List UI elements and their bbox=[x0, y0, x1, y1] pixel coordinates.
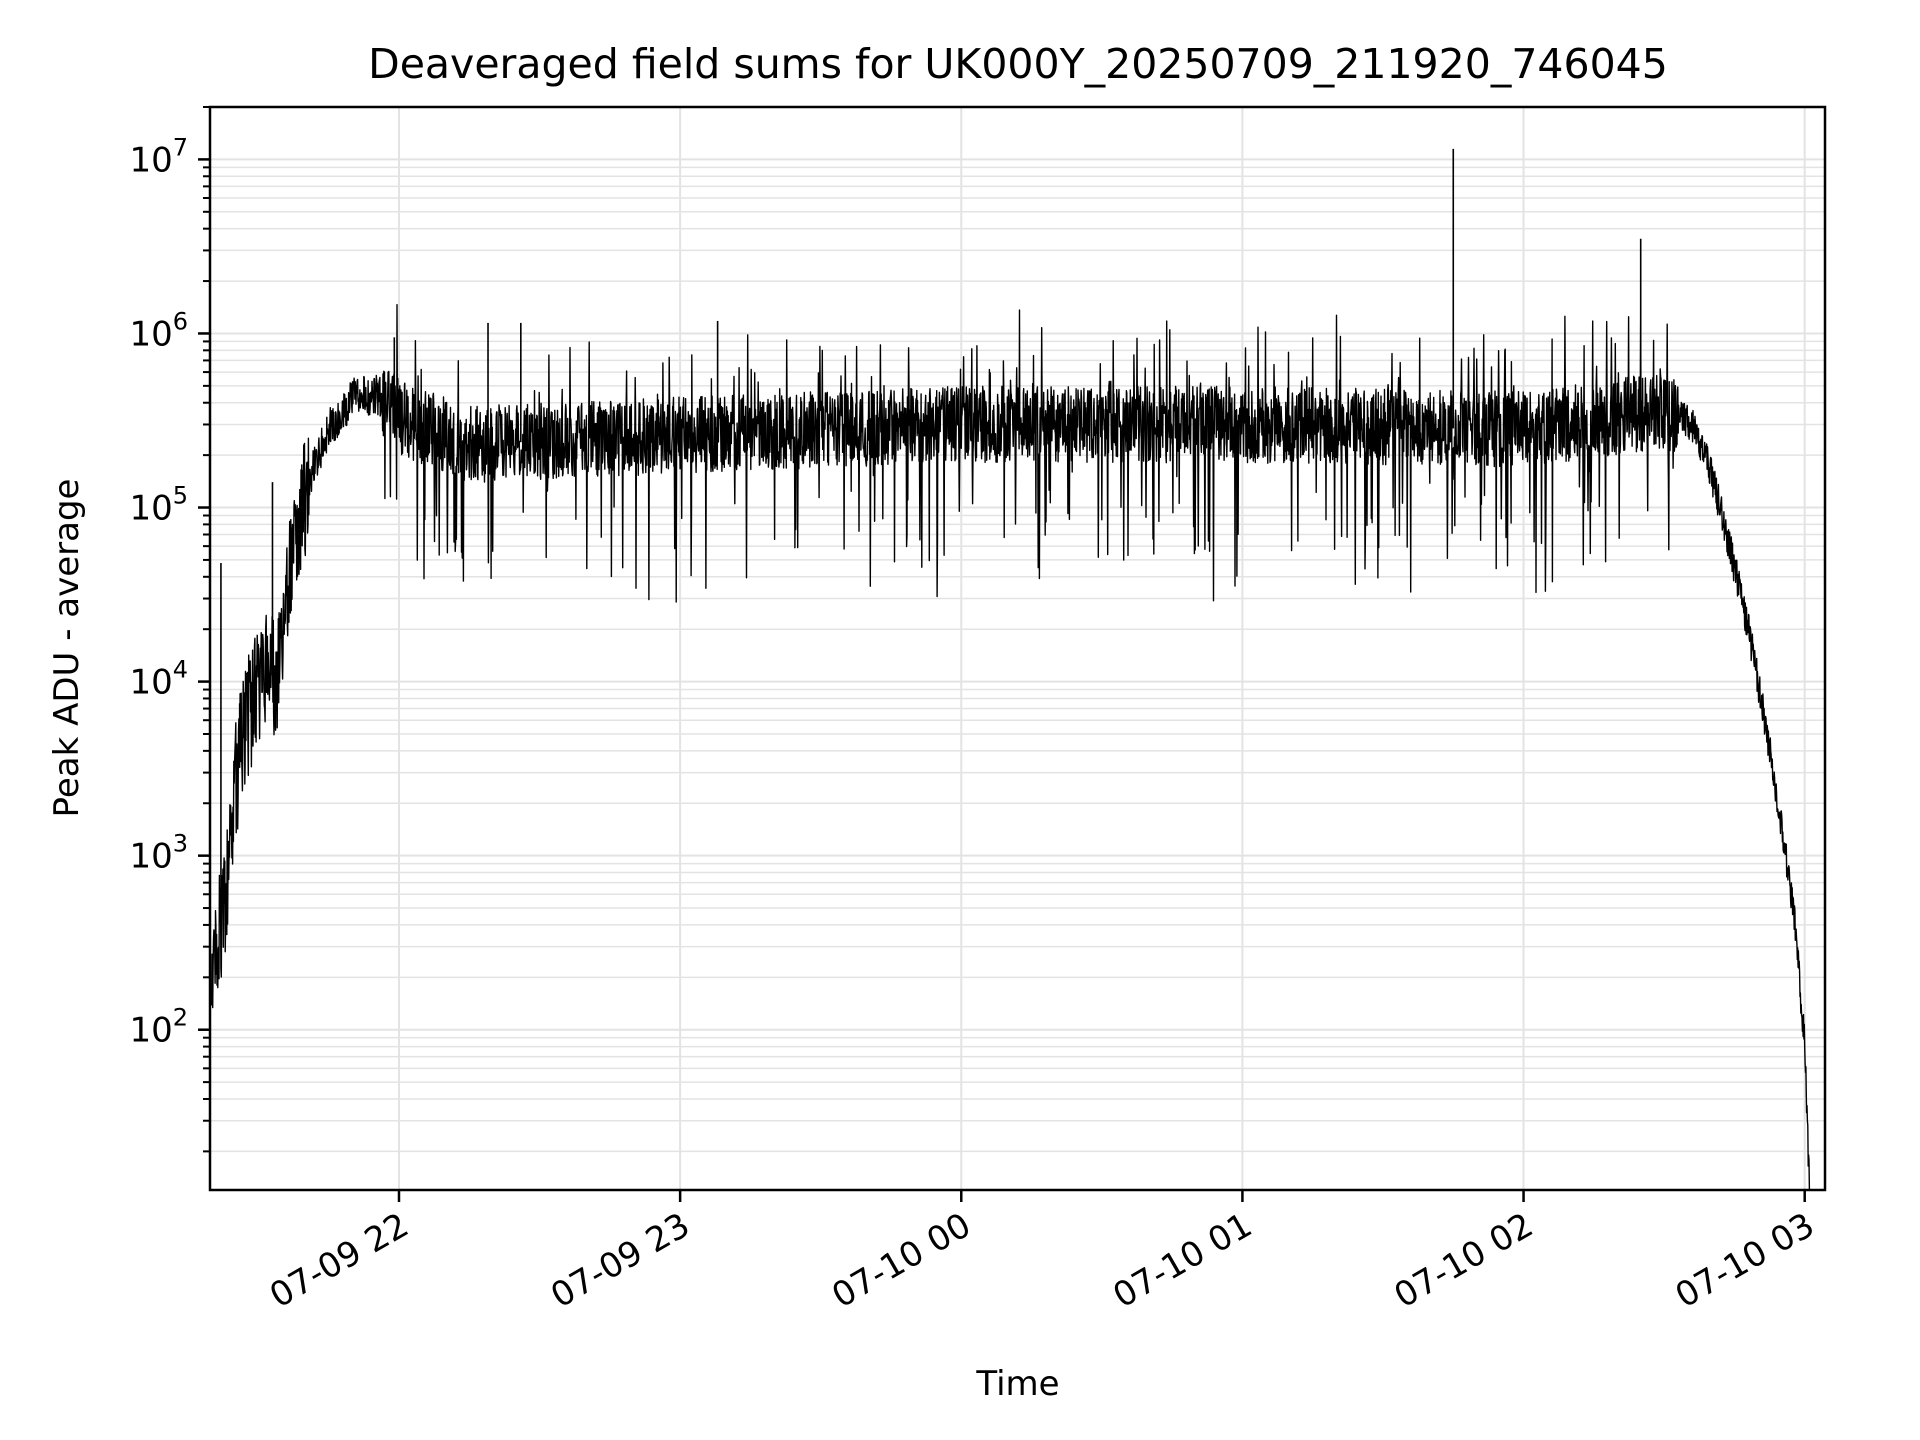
y-tick-exponent: 3 bbox=[173, 830, 188, 858]
x-tick-labels: 07-09 22 07-09 23 07-10 00 07-10 01 07-10 02… bbox=[263, 1205, 1821, 1316]
y-tick-base: 10 bbox=[129, 837, 172, 877]
y-tick-label: 107 bbox=[129, 133, 188, 180]
y-tick-label: 106 bbox=[129, 307, 188, 354]
y-tick-base: 10 bbox=[129, 489, 172, 529]
x-tick-label: 07-09 22 bbox=[263, 1205, 415, 1316]
x-axis-label: Time bbox=[975, 1364, 1059, 1404]
minor-gridlines bbox=[210, 106, 1825, 1153]
x-tick-label: 07-10 01 bbox=[1107, 1205, 1259, 1316]
x-tick-label: 07-10 02 bbox=[1388, 1205, 1540, 1316]
y-tick-base: 10 bbox=[129, 314, 172, 354]
y-tick-exponent: 5 bbox=[173, 482, 188, 510]
y-tick-exponent: 7 bbox=[173, 133, 188, 161]
x-tick-label: 07-09 23 bbox=[544, 1205, 696, 1316]
y-tick-base: 10 bbox=[129, 663, 172, 703]
y-tick-label: 105 bbox=[129, 482, 188, 529]
chart-title: Deaveraged field sums for UK000Y_2025070… bbox=[368, 40, 1668, 88]
y-tick-base: 10 bbox=[129, 1011, 172, 1051]
y-tick-label: 104 bbox=[129, 656, 188, 703]
y-tick-exponent: 6 bbox=[173, 307, 188, 335]
axis-ticks bbox=[198, 106, 1806, 1202]
y-tick-base: 10 bbox=[129, 140, 172, 180]
y-tick-label: 102 bbox=[129, 1004, 188, 1051]
y-tick-label: 103 bbox=[129, 830, 188, 877]
y-tick-exponent: 2 bbox=[173, 1004, 188, 1032]
y-axis-label: Peak ADU - average bbox=[47, 479, 87, 818]
y-tick-exponent: 4 bbox=[173, 656, 188, 684]
plot-frame bbox=[208, 105, 1827, 1192]
series-path bbox=[210, 304, 1811, 1191]
x-tick-label: 07-10 00 bbox=[825, 1205, 977, 1316]
major-gridlines bbox=[210, 107, 1825, 1190]
x-tick-label: 07-10 03 bbox=[1669, 1205, 1821, 1316]
series-line bbox=[210, 148, 1811, 1191]
